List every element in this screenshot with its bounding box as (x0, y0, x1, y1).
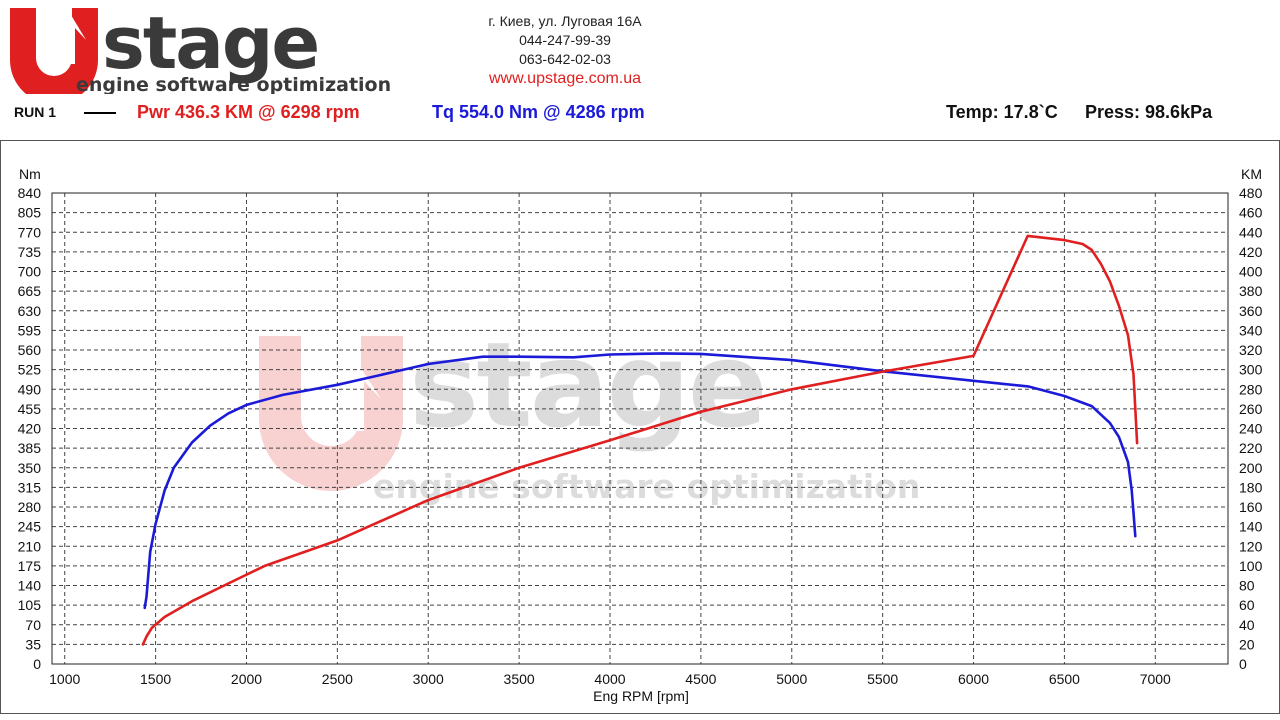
y-left-tick-label: 175 (18, 558, 42, 574)
y-left-tick-label: 280 (18, 499, 42, 515)
y-right-tick-label: 0 (1239, 656, 1247, 672)
y-right-tick-label: 160 (1239, 499, 1263, 515)
y-left-tick-label: 0 (33, 656, 41, 672)
y-right-tick-label: 120 (1239, 538, 1263, 554)
phone-2: 063-642-02-03 (519, 51, 611, 67)
x-tick-label: 3000 (413, 671, 444, 687)
torque-summary: Tq 554.0 Nm @ 4286 rpm (432, 102, 645, 122)
y-right-tick-label: 380 (1239, 283, 1263, 299)
x-tick-label: 2000 (231, 671, 262, 687)
y-right-tick-label: 340 (1239, 322, 1263, 338)
y-left-tick-label: 420 (18, 421, 42, 437)
website-link[interactable]: www.upstage.com.ua (488, 70, 642, 87)
y-left-tick-label: 595 (18, 322, 42, 338)
upstage-logo: stage engine software optimization (10, 4, 391, 94)
power-curve (141, 234, 1139, 646)
series (141, 234, 1139, 646)
plot-area-border (51, 192, 1229, 665)
pressure-readout: Press: 98.6kPa (1085, 102, 1213, 122)
x-tick-label: 4000 (594, 671, 625, 687)
y-right-tick-label: 440 (1239, 224, 1263, 240)
y-left-tick-label: 735 (18, 244, 42, 260)
watermark-sub: engine software optimization (373, 467, 920, 506)
axes: 1000 1500 2000 2500 3000 3500 4000 4500 5000 5500… (18, 185, 1263, 687)
y-left-tick-label: 455 (18, 401, 42, 417)
y-right-tick-label: 280 (1239, 381, 1263, 397)
run-line-swatch (84, 112, 116, 114)
x-tick-label: 5000 (776, 671, 807, 687)
y-left-tick-label: 525 (18, 362, 42, 378)
y-left-tick-label: 700 (18, 264, 42, 280)
y-left-tick-label: 105 (18, 597, 42, 613)
y-left-tick-label: 665 (18, 283, 42, 299)
x-axis-label: Eng RPM [rpm] (593, 688, 689, 704)
y-left-tick-label: 315 (18, 479, 42, 495)
y-left-tick-label: 770 (18, 224, 42, 240)
temperature-readout: Temp: 17.8`C (946, 102, 1058, 122)
grid (52, 192, 1228, 665)
run-label: RUN 1 (14, 104, 57, 120)
x-tick-label: 1500 (140, 671, 171, 687)
x-tick-label: 1000 (49, 671, 80, 687)
y-right-tick-label: 200 (1239, 460, 1263, 476)
y-axis-right-label: KM (1241, 166, 1262, 182)
y-right-tick-label: 140 (1239, 519, 1263, 535)
y-right-tick-label: 80 (1239, 578, 1255, 594)
y-right-tick-label: 400 (1239, 264, 1263, 280)
y-right-tick-label: 480 (1239, 185, 1263, 201)
x-tick-label: 6000 (958, 671, 989, 687)
y-left-tick-label: 210 (18, 538, 42, 554)
x-tick-label: 7000 (1140, 671, 1171, 687)
dyno-chart: stage engine software optimization 1000 1… (0, 140, 1280, 714)
x-tick-label: 3500 (504, 671, 535, 687)
y-right-tick-label: 20 (1239, 636, 1255, 652)
y-left-tick-label: 35 (25, 636, 41, 652)
y-right-tick-label: 180 (1239, 479, 1263, 495)
watermark-main: stage (409, 316, 765, 454)
y-right-tick-label: 460 (1239, 205, 1263, 221)
y-left-tick-label: 840 (18, 185, 42, 201)
y-axis-left-label: Nm (19, 166, 41, 182)
dyno-chart-svg: stage engine software optimization 1000 1… (18, 166, 1263, 704)
y-left-tick-label: 560 (18, 342, 42, 358)
power-summary: Pwr 436.3 KM @ 6298 rpm (137, 102, 360, 122)
y-right-tick-label: 220 (1239, 440, 1263, 456)
x-tick-label: 6500 (1049, 671, 1080, 687)
y-left-tick-label: 245 (18, 519, 42, 535)
y-right-tick-label: 240 (1239, 421, 1263, 437)
torque-curve (143, 352, 1137, 610)
y-left-tick-label: 350 (18, 460, 42, 476)
y-right-tick-label: 100 (1239, 558, 1263, 574)
x-tick-label: 4500 (685, 671, 716, 687)
x-tick-label: 5500 (867, 671, 898, 687)
y-left-tick-label: 630 (18, 303, 42, 319)
y-right-tick-label: 60 (1239, 597, 1255, 613)
svg-text:engine software optimization: engine software optimization (76, 74, 391, 94)
y-right-tick-label: 320 (1239, 342, 1263, 358)
phone-1: 044-247-99-39 (519, 32, 611, 48)
run-summary-bar: RUN 1 Pwr 436.3 KM @ 6298 rpm Tq 554.0 N… (0, 100, 1280, 126)
y-right-tick-label: 420 (1239, 244, 1263, 260)
y-left-tick-label: 805 (18, 205, 42, 221)
y-left-tick-label: 70 (25, 617, 41, 633)
y-left-tick-label: 490 (18, 381, 42, 397)
contact-info: г. Киев, ул. Луговая 16А 044-247-99-39 0… (440, 12, 690, 88)
x-tick-label: 2500 (322, 671, 353, 687)
y-right-tick-label: 360 (1239, 303, 1263, 319)
chart-watermark: stage engine software optimization (259, 316, 920, 506)
y-right-tick-label: 260 (1239, 401, 1263, 417)
y-left-tick-label: 385 (18, 440, 42, 456)
y-left-tick-label: 140 (18, 578, 42, 594)
svg-text:stage: stage (102, 4, 318, 85)
y-right-tick-label: 40 (1239, 617, 1255, 633)
y-right-tick-label: 300 (1239, 362, 1263, 378)
address-text: г. Киев, ул. Луговая 16А (488, 13, 642, 29)
